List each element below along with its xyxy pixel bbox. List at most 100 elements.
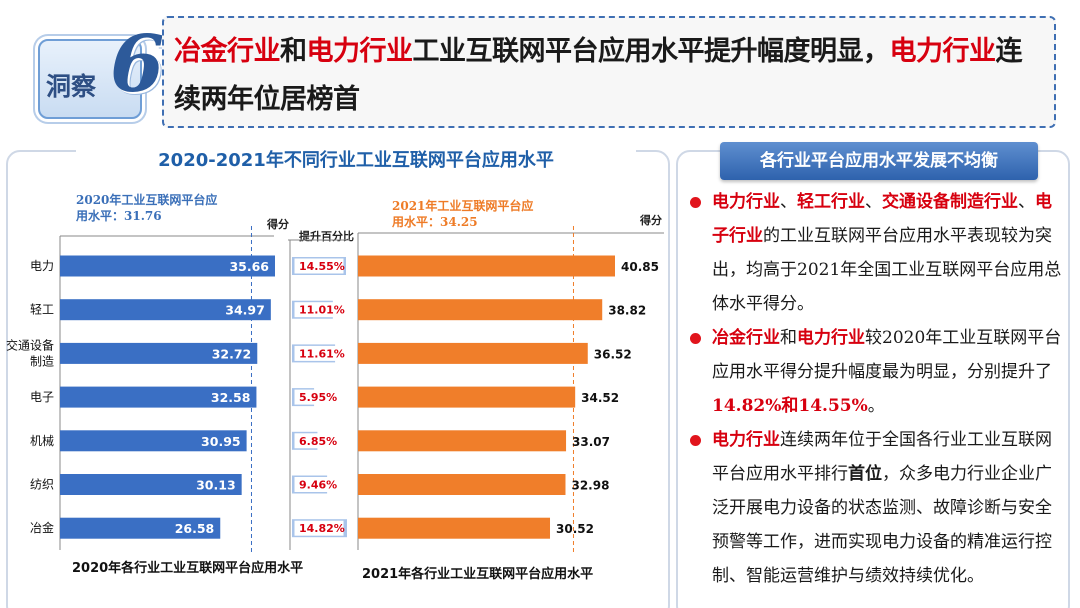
percent-label: 5.95% bbox=[299, 391, 337, 404]
percent-label-bg bbox=[294, 345, 344, 361]
avg-2020-line1: 2020年工业互联网平台应 bbox=[76, 193, 218, 207]
caption-2021: 2021年各行业工业互联网平台应用水平 bbox=[362, 567, 594, 582]
headline-part: 电力行业 bbox=[889, 36, 997, 67]
score-caption-right: 得分 bbox=[640, 214, 662, 227]
bar-2020 bbox=[60, 430, 247, 452]
value-label-2020: 32.58 bbox=[211, 390, 251, 405]
percent-label-bg bbox=[294, 389, 344, 405]
bullet-text: 电力行业 bbox=[712, 192, 780, 212]
insight-badge: 洞察 6 bbox=[38, 19, 164, 123]
category-label: 电子 bbox=[30, 390, 54, 404]
insight-bullet: 电力行业、轻工行业、交通设备制造行业、电子行业的工业互联网平台应用水平表现较为突… bbox=[688, 185, 1068, 321]
bullet-text: 14.55% bbox=[798, 396, 868, 416]
bullet-text: 和 bbox=[780, 328, 797, 348]
bar-2020 bbox=[60, 386, 257, 408]
headline-box: 冶金行业和电力行业工业互联网平台应用水平提升幅度明显，电力行业连续两年位居榜首 bbox=[162, 16, 1056, 128]
avg-2020-line2: 用水平：31.76 bbox=[76, 209, 162, 223]
avg-2021-label: 2021年工业互联网平台应 用水平：34.25 bbox=[392, 198, 533, 230]
bar-2021 bbox=[358, 342, 588, 364]
insight-bullet: 冶金行业和电力行业较2020年工业互联网平台应用水平得分提升幅度最为明显，分别提… bbox=[688, 321, 1068, 423]
badge-label: 洞察 bbox=[46, 72, 97, 101]
bullet-text: 2020 bbox=[882, 328, 926, 348]
bullet-text: 年工业互联网平台应用水平得分提升幅度最为明显，分别提升了 bbox=[712, 328, 1062, 382]
value-label-2020: 30.13 bbox=[196, 478, 236, 493]
percent-label: 14.82% bbox=[299, 522, 345, 535]
bullet-text: 电子行业 bbox=[712, 192, 1052, 246]
bar-2021 bbox=[358, 299, 603, 321]
value-label-2021: 36.52 bbox=[594, 347, 632, 361]
percent-label: 14.55% bbox=[299, 260, 345, 273]
percent-label-bg bbox=[294, 477, 344, 492]
score-caption-left: 得分 bbox=[267, 218, 289, 231]
insight-bullets: 电力行业、轻工行业、交通设备制造行业、电子行业的工业互联网平台应用水平表现较为突… bbox=[688, 185, 1068, 593]
insight-panel bbox=[676, 150, 1070, 608]
bullet-text: 年全国工业互联网平台应用总体水平得分。 bbox=[712, 260, 1062, 314]
headline-part: 电力行业 bbox=[306, 36, 414, 67]
percent-label: 11.61% bbox=[299, 347, 345, 360]
headline-part: 工业互联网平台应用水平提升幅度明显， bbox=[412, 36, 891, 67]
value-label-2021: 34.52 bbox=[581, 391, 619, 405]
bullet-text: 较 bbox=[865, 328, 882, 348]
percent-label-bg bbox=[294, 520, 344, 536]
bullet-text: 冶金行业 bbox=[712, 328, 780, 348]
percent-label-bg bbox=[294, 433, 344, 449]
category-label: 纺织 bbox=[30, 478, 54, 492]
bar-2020 bbox=[60, 255, 275, 277]
bar-2020 bbox=[60, 517, 221, 539]
badge-number: 6 bbox=[110, 19, 165, 110]
badge-frame bbox=[38, 39, 142, 119]
bullet-text: 和 bbox=[781, 396, 799, 416]
value-label-2020: 30.95 bbox=[201, 434, 241, 449]
headline-part: 冶金行业 bbox=[174, 36, 281, 67]
bar-2021 bbox=[358, 517, 551, 539]
bullet-text: 、 bbox=[1018, 192, 1035, 212]
value-label-2020: 32.72 bbox=[212, 346, 252, 361]
bar-2020 bbox=[60, 342, 258, 364]
chart-title: 2020-2021年不同行业工业互联网平台应用水平 bbox=[76, 146, 636, 172]
bar-2021 bbox=[358, 474, 566, 495]
bullet-text: 交通设备制造行业 bbox=[882, 192, 1018, 212]
bar-2021 bbox=[358, 386, 576, 408]
bullet-text: 2021 bbox=[797, 260, 841, 280]
avg-2021-line2: 用水平：34.25 bbox=[392, 215, 478, 229]
percent-label: 11.01% bbox=[299, 304, 345, 317]
bar-2020 bbox=[60, 299, 271, 321]
category-label: 交通设备 bbox=[6, 337, 54, 352]
headline-part: 和 bbox=[280, 36, 307, 67]
value-label-2021: 40.85 bbox=[621, 260, 659, 274]
avg-2021-line1: 2021年工业互联网平台应 bbox=[392, 199, 534, 213]
bullet-text: ，众多电力行业企业广泛开展电力设备的状态监测、故障诊断与安全预警等工作，进而实现… bbox=[712, 464, 1052, 586]
value-label-2021: 32.98 bbox=[571, 479, 609, 493]
bullet-text: 、 bbox=[780, 192, 797, 212]
percent-label-bg bbox=[294, 302, 344, 318]
percent-label: 6.85% bbox=[299, 435, 337, 448]
value-label-2021: 38.82 bbox=[608, 304, 646, 318]
bar-2020 bbox=[60, 474, 242, 495]
category-label: 冶金 bbox=[30, 520, 54, 535]
bullet-text: 的工业互联网平台应用水平表现较为突出，均高于 bbox=[712, 226, 1052, 280]
avg-2020-label: 2020年工业互联网平台应 用水平：31.76 bbox=[76, 192, 217, 224]
value-label-2020: 34.97 bbox=[225, 303, 265, 318]
value-label-2021: 33.07 bbox=[572, 435, 610, 449]
bullet-text: 首位 bbox=[848, 464, 882, 484]
bullet-dot-icon bbox=[690, 435, 701, 446]
value-label-2020: 35.66 bbox=[229, 259, 269, 274]
bullet-text: 连续两年位于全国各行业工业互联网平台应用水平排行 bbox=[712, 430, 1052, 484]
bullet-dot-icon bbox=[690, 197, 701, 208]
bullet-text: 电力行业 bbox=[712, 430, 780, 450]
insight-bullet: 电力行业连续两年位于全国各行业工业互联网平台应用水平排行首位，众多电力行业企业广… bbox=[688, 423, 1068, 593]
category-label: 制造 bbox=[30, 354, 54, 368]
percent-label: 9.46% bbox=[299, 479, 337, 492]
category-label: 机械 bbox=[30, 433, 54, 448]
value-label-2020: 26.58 bbox=[175, 521, 215, 536]
category-label: 电力 bbox=[30, 259, 54, 273]
percent-label-bg bbox=[294, 258, 344, 274]
bullet-text: 、 bbox=[865, 192, 882, 212]
headline: 冶金行业和电力行业工业互联网平台应用水平提升幅度明显，电力行业连续两年位居榜首 bbox=[174, 28, 1044, 124]
bullet-text: 轻工行业 bbox=[797, 192, 865, 212]
caption-2020: 2020年各行业工业互联网平台应用水平 bbox=[72, 561, 304, 576]
bullet-dot-icon bbox=[690, 333, 701, 344]
headline-part: 连续两年位居榜首 bbox=[174, 36, 1023, 115]
